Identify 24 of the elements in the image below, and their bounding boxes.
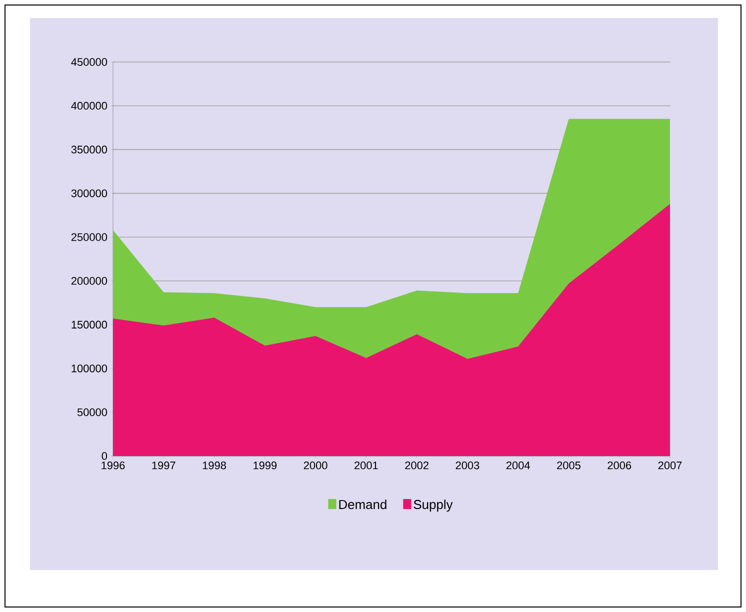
y-tick-label: 250000 — [71, 233, 108, 241]
y-tick-label: 200000 — [71, 277, 108, 285]
x-tick-label: 2001 — [354, 462, 378, 470]
x-tick-label: 2006 — [608, 462, 632, 470]
x-tick-label: 2007 — [658, 462, 682, 470]
y-tick-label: 0 — [102, 452, 108, 460]
x-tick-label: 2003 — [456, 462, 480, 470]
x-tick-label: 1999 — [254, 462, 277, 470]
x-tick-label: 2005 — [557, 462, 580, 470]
y-tick-label: 350000 — [71, 146, 108, 154]
y-tick-label: 450000 — [71, 58, 108, 66]
legend-label: Demand — [339, 500, 386, 510]
legend-label: Supply — [414, 500, 453, 512]
x-tick-label: 2000 — [304, 462, 328, 470]
y-tick-label: 50000 — [77, 408, 108, 416]
y-tick-label: 400000 — [71, 102, 108, 110]
y-tick-label: 100000 — [72, 364, 108, 372]
x-tick-label: 2002 — [405, 462, 428, 470]
x-tick-label: 2004 — [506, 462, 530, 470]
y-tick-label: 150000 — [72, 320, 108, 329]
x-tick-label: 1996 — [102, 462, 125, 470]
x-tick-label: 1998 — [202, 462, 226, 470]
y-tick-label: 300000 — [71, 189, 108, 198]
x-tick-label: 1997 — [152, 462, 176, 470]
